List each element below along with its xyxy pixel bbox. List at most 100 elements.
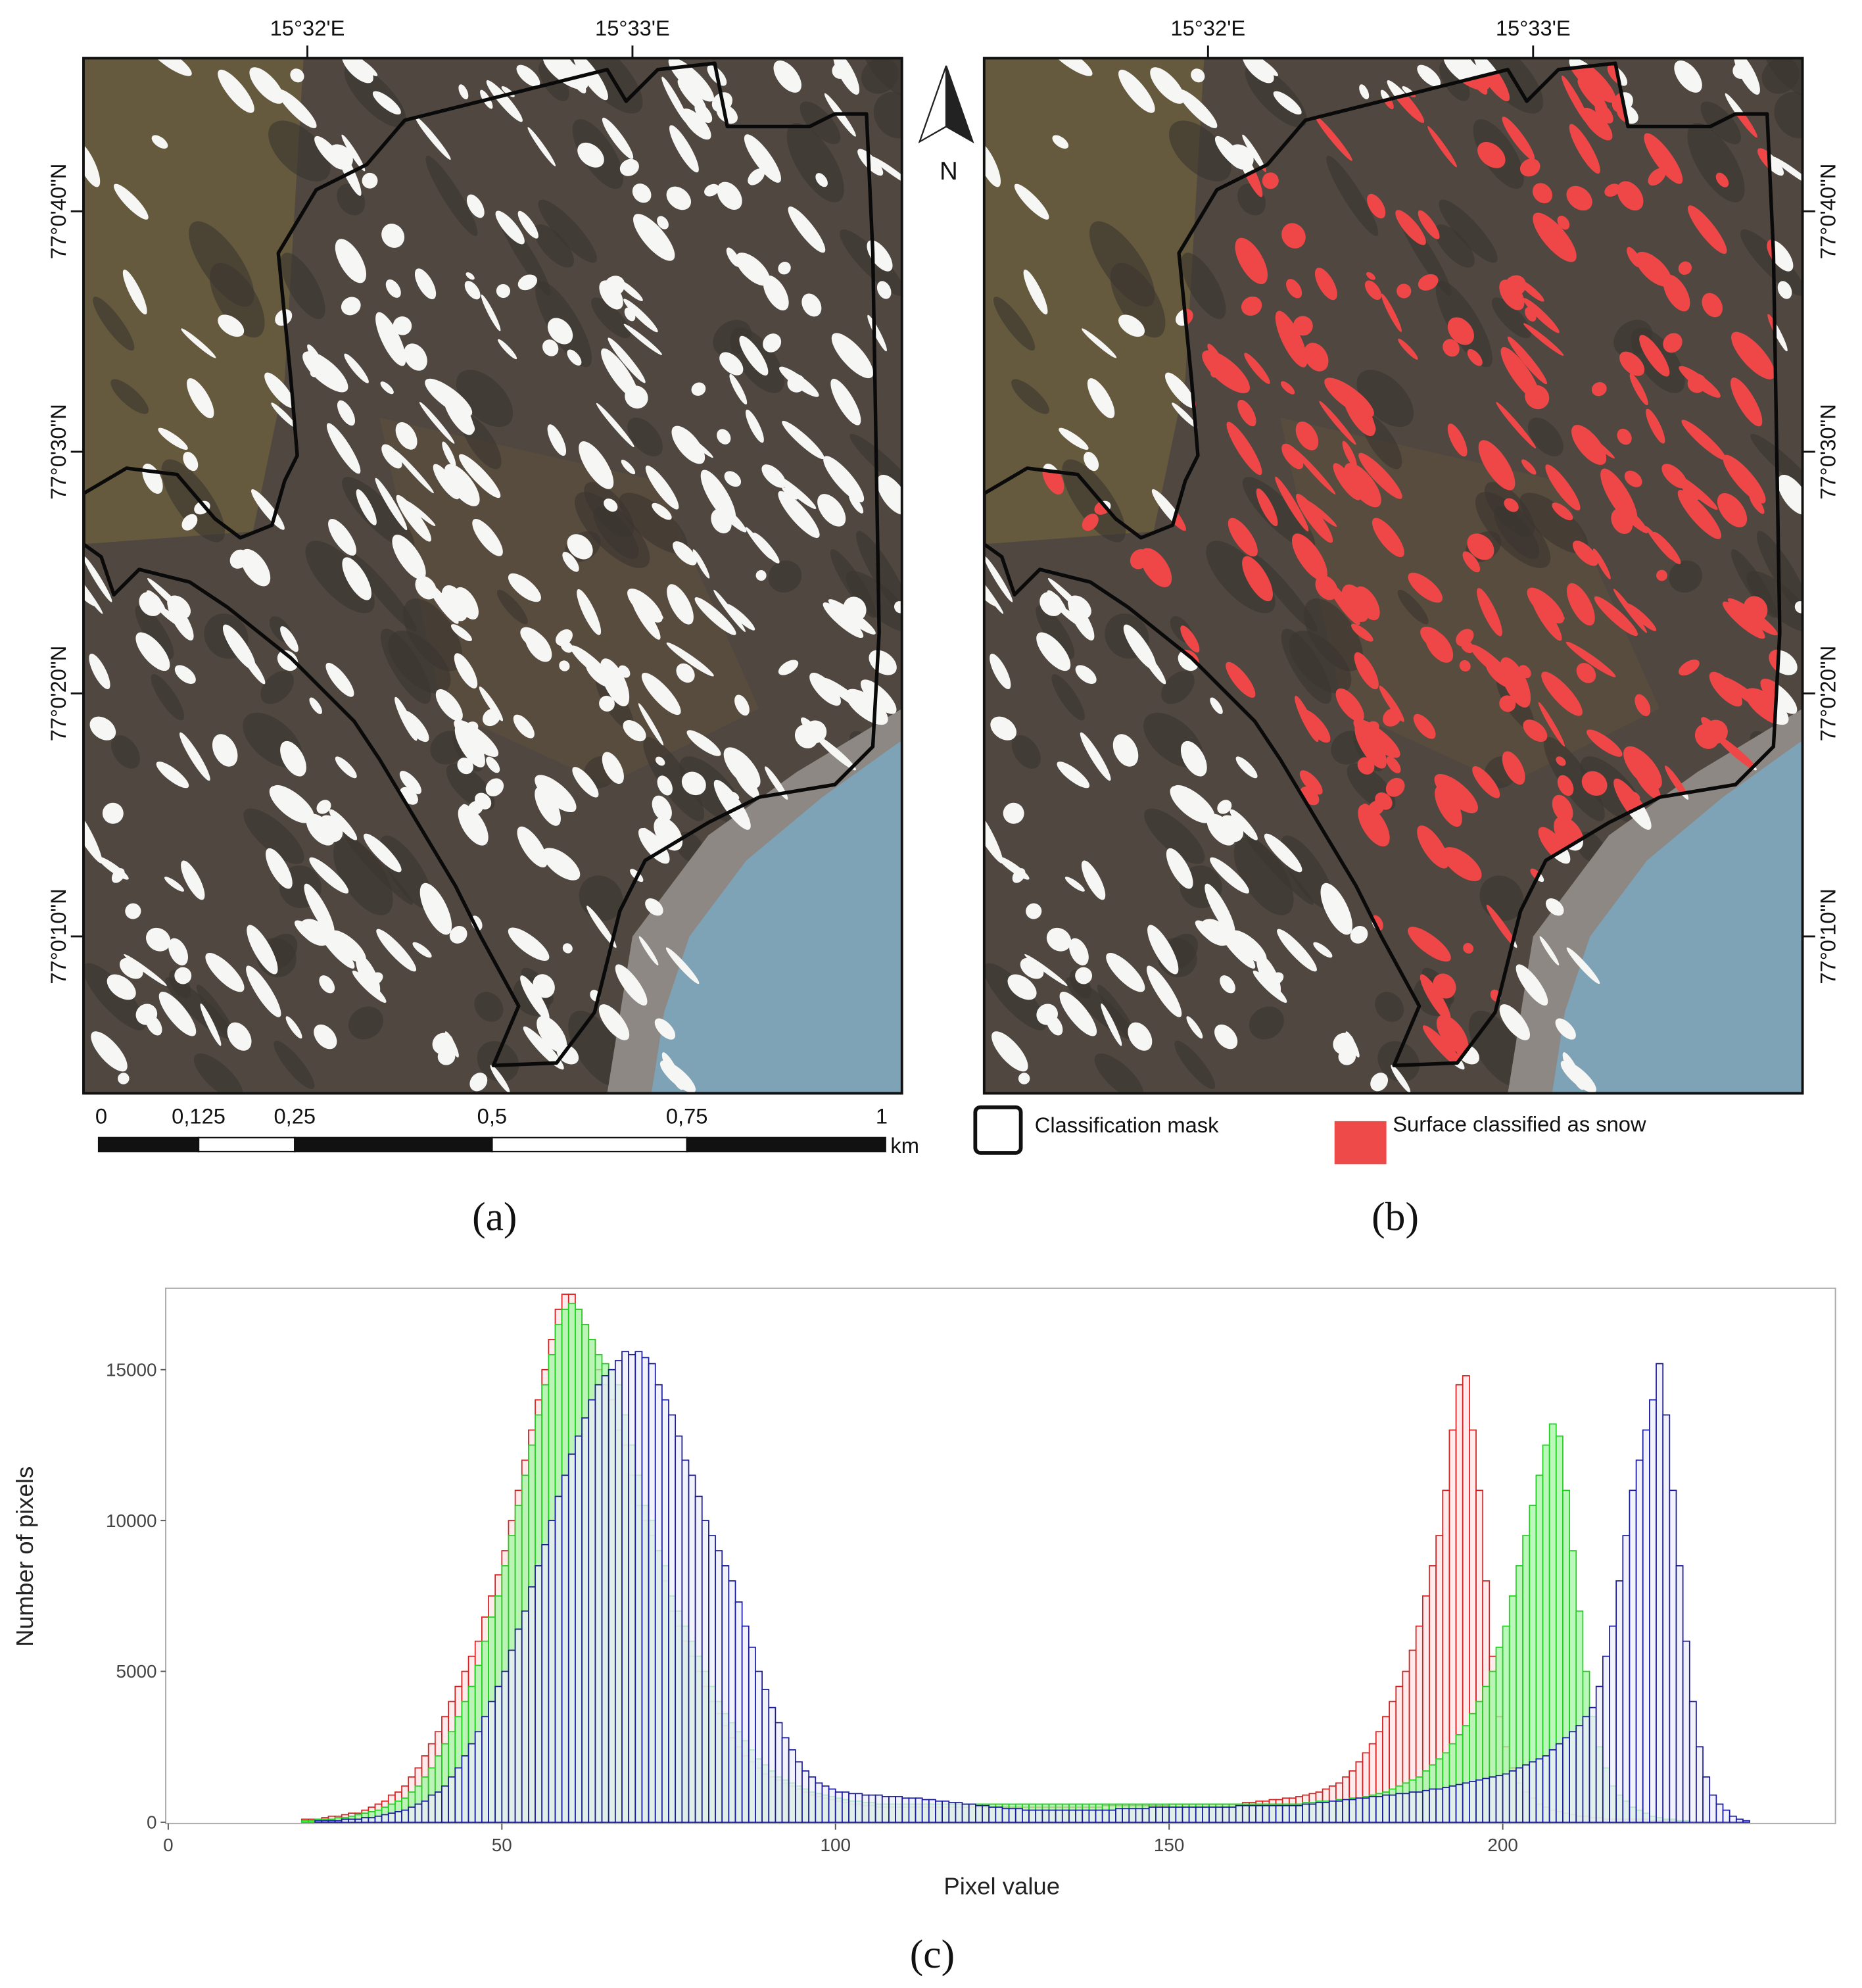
hist-bar: [1502, 1773, 1510, 1823]
hist-bar: [961, 1803, 970, 1823]
snow-patch: [559, 660, 570, 671]
x-tick-label: 200: [1487, 1835, 1518, 1855]
snow-patch: [516, 64, 540, 87]
snow-classified: [1427, 126, 1457, 168]
snow-classified: [1519, 158, 1540, 177]
snow-patch: [520, 627, 545, 650]
snow-classified: [1635, 251, 1672, 287]
hist-bar: [895, 1796, 903, 1823]
snow-patch: [1771, 156, 1803, 186]
hist-bar: [968, 1803, 976, 1823]
rock-shadow: [1491, 297, 1531, 339]
snow-patch: [1059, 427, 1089, 450]
rock-shadow: [856, 531, 902, 618]
snow-classified: [1314, 268, 1337, 301]
hist-bar: [408, 1806, 416, 1823]
hist-bar: [1228, 1806, 1237, 1823]
snow-patch: [1566, 947, 1600, 984]
snow-patch: [1214, 135, 1245, 170]
snow-patch: [475, 792, 492, 810]
rock-shadow: [1439, 199, 1498, 263]
snow-patch: [205, 952, 245, 992]
scale-segment: [294, 1136, 493, 1153]
rock-shadow: [538, 61, 569, 101]
snow-patch: [654, 1018, 676, 1040]
hist-bar: [1429, 1788, 1437, 1823]
hist-bar: [508, 1649, 516, 1823]
snow-classified: [1324, 377, 1374, 418]
hist-bar: [1249, 1805, 1256, 1823]
hist-bar: [1702, 1776, 1711, 1823]
snow-classified: [1082, 514, 1099, 531]
hist-bar: [1235, 1805, 1243, 1823]
hist-bar: [374, 1815, 383, 1823]
snow-patch: [486, 756, 500, 773]
hist-bar: [881, 1796, 890, 1823]
snow-classified: [1731, 377, 1763, 427]
rock-shadow: [1326, 155, 1379, 236]
map-panel-a: 15°32'E 15°33'E 77°0'40"N 77°0'30"N 77°0'20"…: [46, 16, 903, 1095]
snow-patch: [1023, 269, 1048, 315]
hist-bar: [1609, 1625, 1617, 1823]
snow-patch: [181, 328, 216, 358]
snow-classified: [1241, 296, 1262, 316]
snow-patch: [304, 883, 335, 936]
snow-patch: [542, 848, 581, 881]
snow-classified: [1591, 382, 1607, 397]
snow-classified: [1467, 349, 1483, 366]
hist-bar: [1068, 1809, 1076, 1823]
snow-patch: [139, 592, 162, 616]
snow-patch: [167, 595, 191, 619]
hist-bar: [548, 1520, 556, 1823]
snow-patch: [1112, 734, 1139, 767]
snow-patch: [328, 518, 356, 556]
snow-classified: [1523, 719, 1548, 742]
rock-shadow: [1249, 1006, 1284, 1040]
snow-patch: [111, 868, 125, 883]
snow-classified: [1702, 293, 1723, 318]
rock-shadow: [786, 123, 844, 203]
snow-patch: [570, 645, 610, 680]
snow-classified: [1456, 629, 1474, 646]
hist-bar: [454, 1767, 463, 1823]
snow-patch: [335, 144, 362, 196]
snow-patch: [984, 569, 1004, 614]
snow-classified: [1525, 385, 1550, 410]
hist-bar: [368, 1817, 376, 1823]
snow-patch: [1024, 954, 1068, 986]
hist-bar: [661, 1399, 669, 1823]
rock-shadow: [135, 605, 174, 660]
rock-shadow: [1169, 120, 1231, 182]
sea: [651, 740, 902, 1094]
hist-bar: [761, 1689, 770, 1823]
snow-patch: [833, 58, 860, 95]
snow-patch: [89, 716, 116, 740]
snow-patch: [517, 826, 548, 868]
snow-patch: [1003, 802, 1024, 824]
snow-patch: [604, 276, 625, 297]
hist-bar: [1489, 1776, 1497, 1823]
snow-patch: [1081, 860, 1106, 900]
snow-patch: [135, 632, 170, 671]
snow-patch: [513, 714, 535, 739]
snow-patch: [309, 857, 349, 894]
classification-mask: [984, 61, 1782, 1067]
snow-classified: [1678, 261, 1692, 275]
legend-snow-label: Surface classified as snow: [1393, 1112, 1646, 1136]
snow-patch: [1277, 929, 1317, 972]
snow-patch: [1082, 328, 1117, 358]
snow-patch: [602, 752, 624, 784]
hist-bar: [628, 1353, 636, 1823]
snow-patch: [458, 84, 469, 100]
hist-bar: [634, 1351, 643, 1823]
rock-shadow: [243, 808, 304, 864]
hist-bar: [1455, 1783, 1464, 1823]
snow-classified: [1646, 408, 1665, 444]
snow-patch: [89, 653, 110, 690]
hist-bar: [808, 1776, 817, 1823]
snow-classified: [1237, 399, 1256, 427]
snow-classified: [1226, 662, 1256, 698]
snow-patch: [520, 975, 550, 1021]
hist-bar: [321, 1820, 329, 1823]
snow-classified: [1701, 717, 1719, 737]
